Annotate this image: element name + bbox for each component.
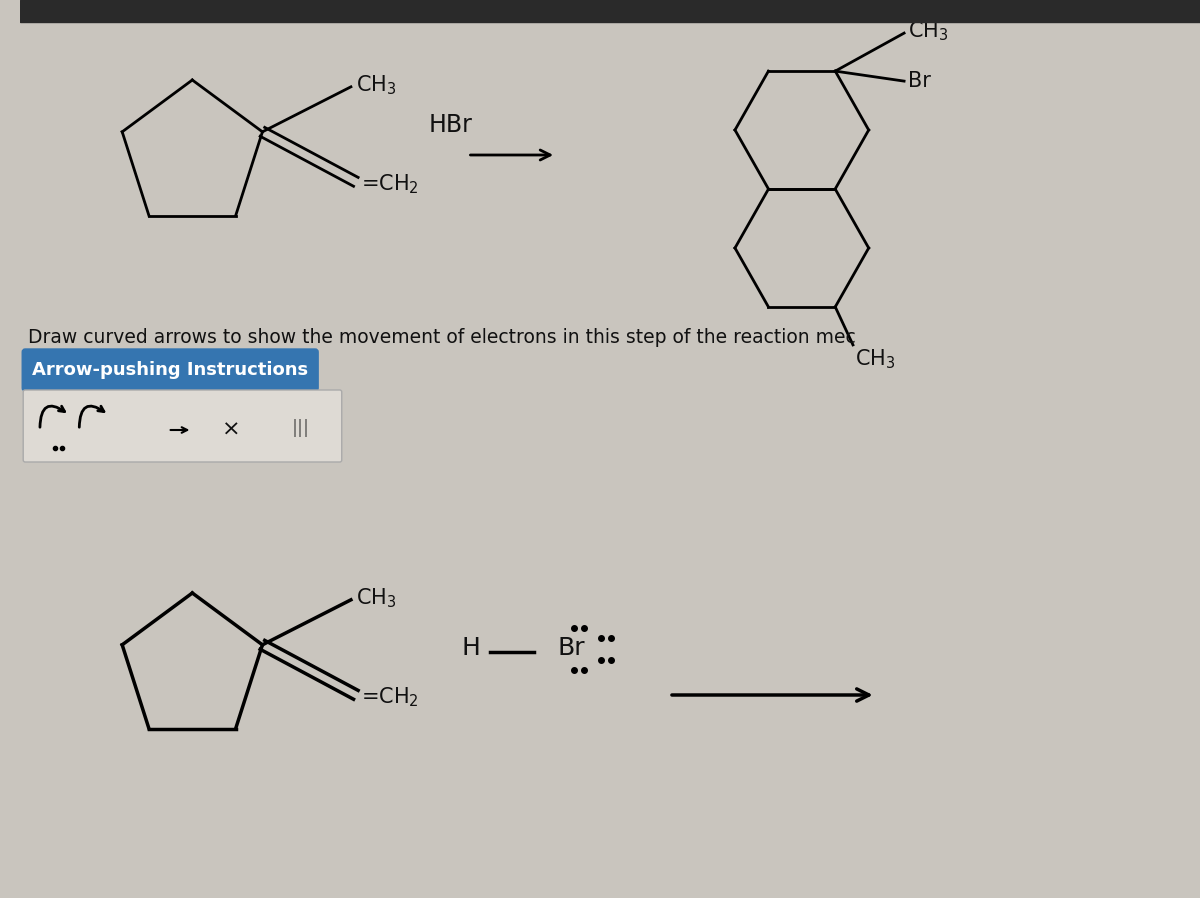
Text: CH$_3$: CH$_3$ [854, 348, 895, 371]
Text: Draw curved arrows to show the movement of electrons in this step of the reactio: Draw curved arrows to show the movement … [28, 328, 856, 347]
Text: CH$_3$: CH$_3$ [356, 586, 396, 610]
Text: Br: Br [908, 71, 931, 91]
FancyBboxPatch shape [23, 390, 342, 462]
Text: Arrow-pushing Instructions: Arrow-pushing Instructions [31, 361, 307, 379]
FancyBboxPatch shape [23, 349, 318, 391]
Text: |||: ||| [292, 419, 310, 437]
Bar [20, 0, 1200, 22]
Text: CH$_3$: CH$_3$ [356, 73, 396, 97]
Text: ×: × [222, 420, 241, 440]
Text: =CH$_2$: =CH$_2$ [361, 685, 419, 709]
Text: Br: Br [557, 636, 584, 660]
Text: =CH$_2$: =CH$_2$ [361, 172, 419, 196]
Text: HBr: HBr [428, 113, 472, 137]
Text: CH$_3$: CH$_3$ [908, 20, 948, 43]
Text: H: H [461, 636, 480, 660]
